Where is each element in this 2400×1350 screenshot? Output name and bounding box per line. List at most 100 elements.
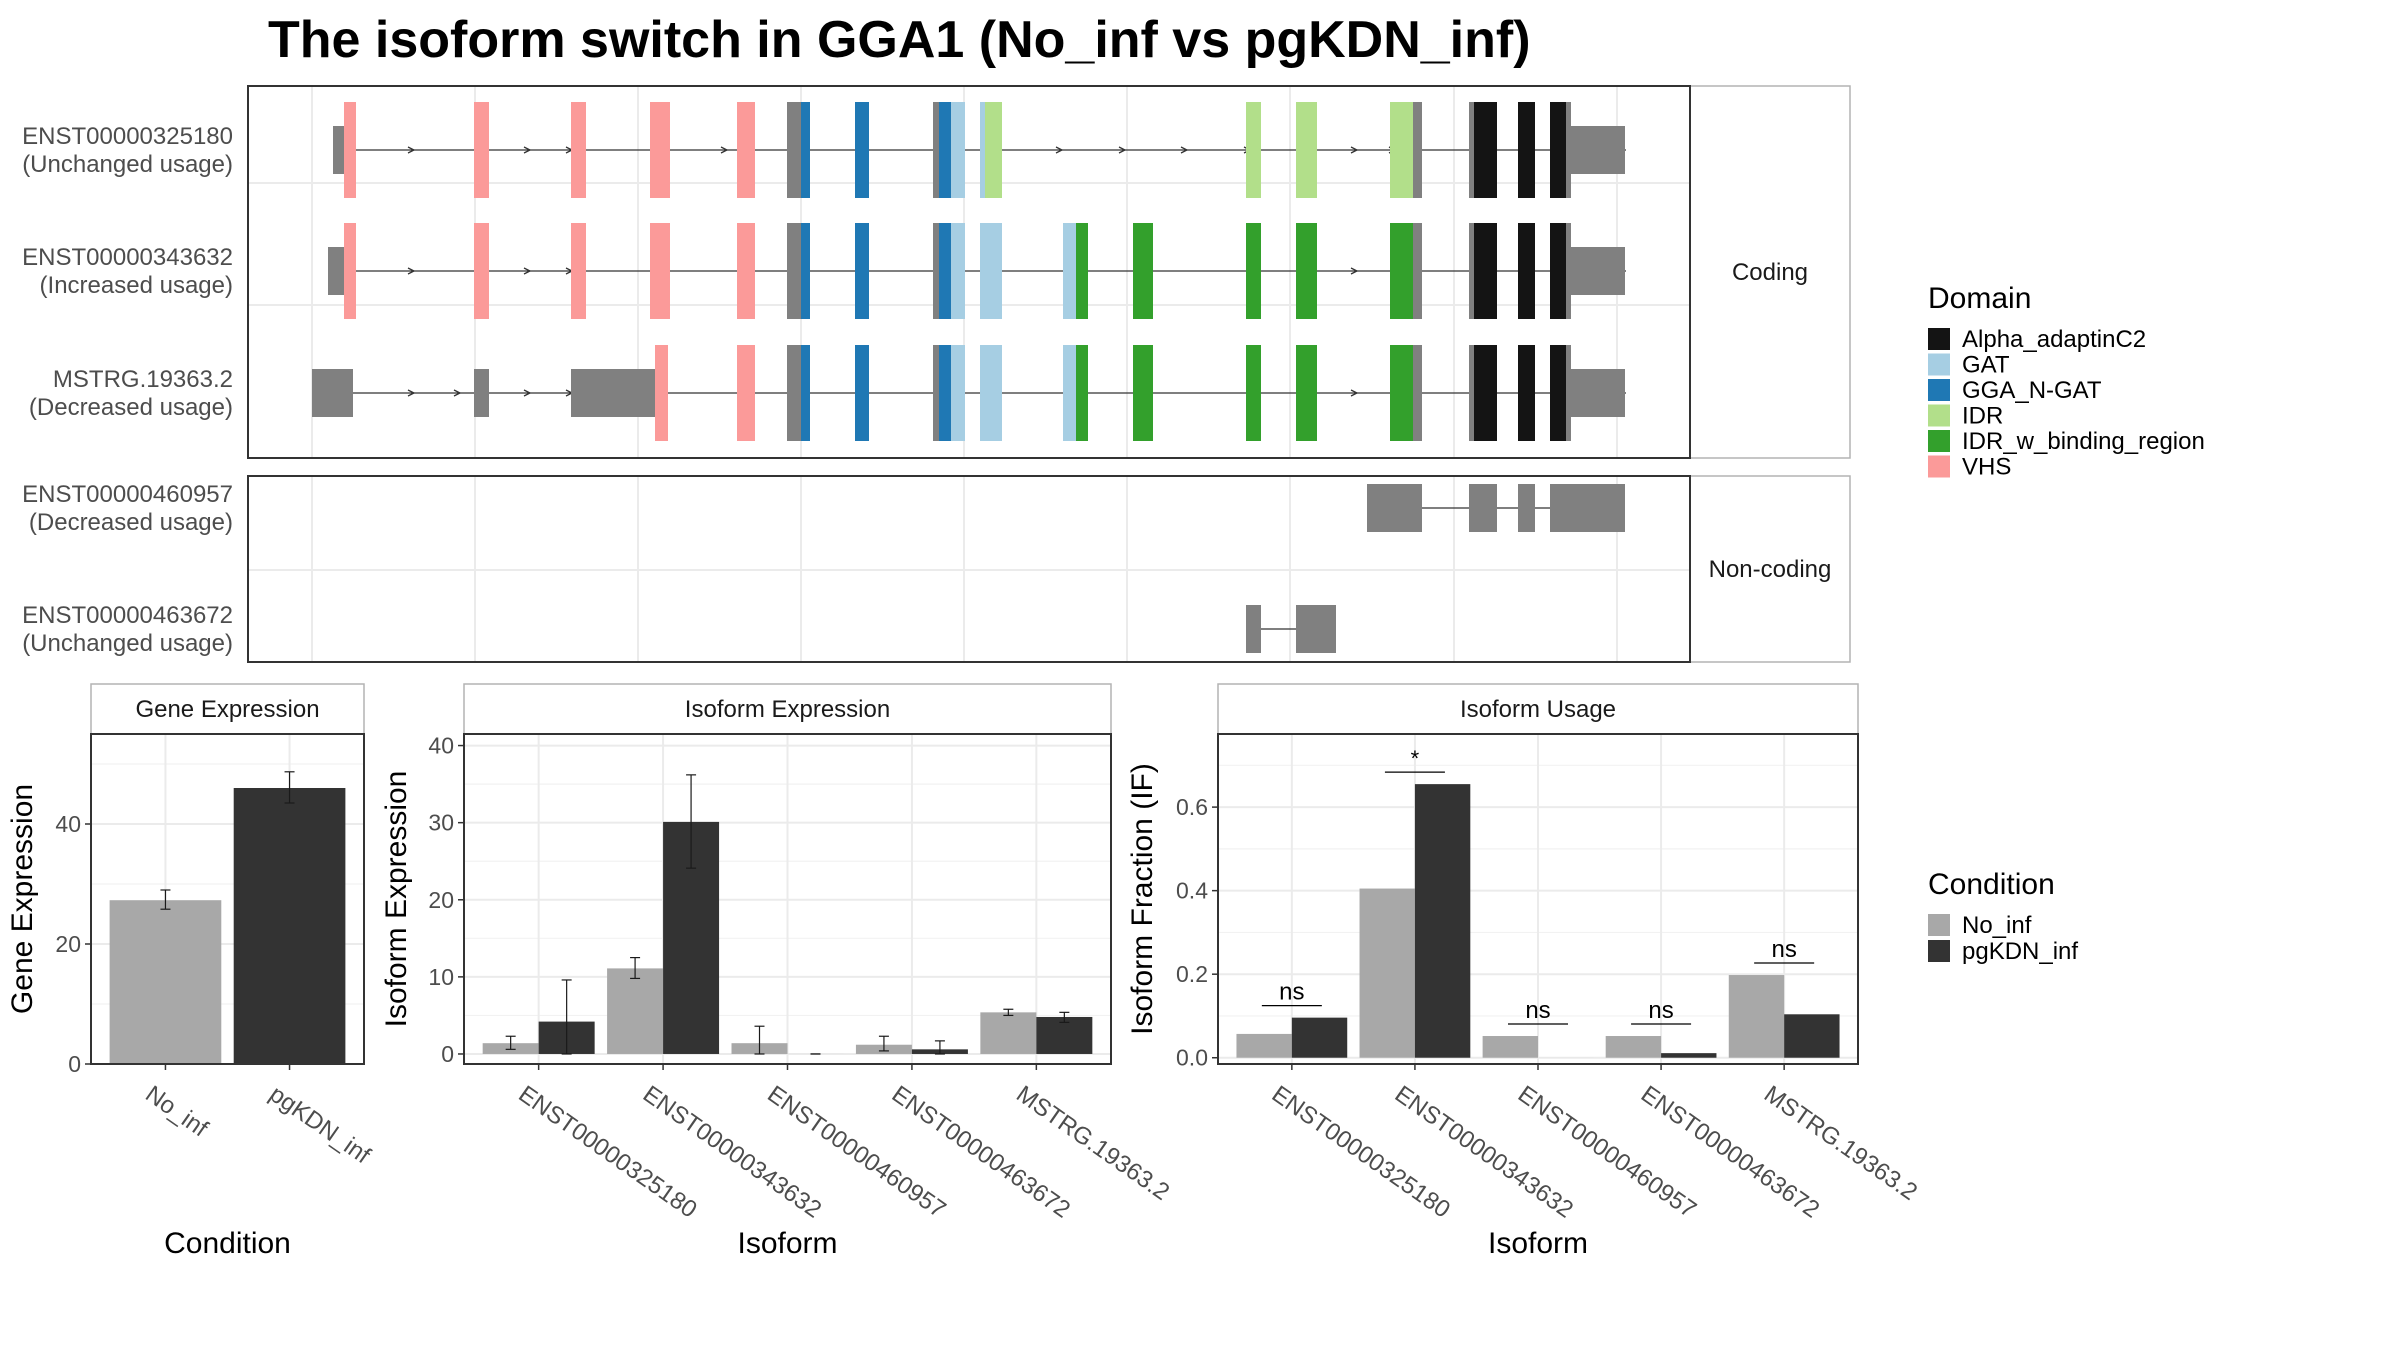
- vhs-domain-block: [571, 223, 586, 319]
- gat-domain-block: [1063, 345, 1076, 441]
- idr-w-binding-region-domain-block: [1076, 345, 1088, 441]
- condition-legend-label: No_inf: [1962, 912, 2032, 939]
- x-axis-title: Isoform: [737, 1227, 837, 1260]
- gga-n-gat-domain-block: [801, 345, 810, 441]
- exon-block: [1469, 223, 1474, 319]
- exon-block: [787, 345, 801, 441]
- utr-block: [333, 126, 344, 174]
- domain-legend-swatch: [1928, 455, 1950, 478]
- bar: [1291, 1017, 1348, 1058]
- significance-label: ns: [1525, 997, 1550, 1024]
- exon-block: [1413, 102, 1422, 198]
- significance-label: ns: [1279, 979, 1304, 1006]
- alpha-adaptinc2-domain-block: [1518, 102, 1535, 198]
- exon-block: [1469, 102, 1474, 198]
- utr-block: [328, 247, 344, 295]
- exon-block: [1566, 223, 1571, 319]
- bar: [1414, 784, 1471, 1058]
- transcript-usage-label: (Unchanged usage): [22, 151, 233, 178]
- y-axis-title: Isoform Expression: [380, 771, 413, 1028]
- bar: [1036, 1016, 1093, 1054]
- vhs-domain-block: [737, 102, 755, 198]
- domain-legend-label: VHS: [1962, 454, 2011, 481]
- utr-block: [1571, 126, 1625, 174]
- significance-label: ns: [1771, 936, 1796, 963]
- alpha-adaptinc2-domain-block: [1518, 345, 1535, 441]
- idr-w-binding-region-domain-block: [1246, 345, 1261, 441]
- transcript-usage-label: (Decreased usage): [29, 394, 233, 421]
- noncoding-exon-block: [1518, 484, 1535, 532]
- intron-arrow: [720, 146, 729, 154]
- exon-block: [933, 102, 939, 198]
- gga-n-gat-domain-block: [801, 102, 810, 198]
- exon-block: [1413, 345, 1422, 441]
- alpha-adaptinc2-domain-block: [1550, 223, 1566, 319]
- gene-expression-chart: Gene Expression 0 20 40 No_inf pgKDN_inf Condi…: [6, 683, 375, 1260]
- noncoding-exon-block: [1367, 484, 1422, 532]
- bar: [980, 1012, 1037, 1054]
- idr-w-binding-region-domain-block: [1076, 223, 1088, 319]
- alpha-adaptinc2-domain-block: [1518, 223, 1535, 319]
- gga-n-gat-domain-block: [939, 102, 951, 198]
- idr-w-binding-region-domain-block: [1133, 345, 1153, 441]
- gga-n-gat-domain-block: [855, 345, 869, 441]
- domain-legend-swatch: [1928, 328, 1950, 350]
- isoform-expression-chart: Isoform Expression010203040ENST000003251…: [380, 683, 1174, 1260]
- gat-domain-block: [1063, 223, 1076, 319]
- bar: [1605, 1036, 1662, 1058]
- utr-block: [571, 369, 655, 417]
- exon-block: [787, 223, 801, 319]
- intron-arrow: [523, 389, 532, 397]
- gga-n-gat-domain-block: [801, 223, 810, 319]
- bar: [1482, 1036, 1538, 1058]
- noncoding-exon-block: [1296, 605, 1336, 653]
- vhs-domain-block: [737, 345, 755, 441]
- utr-block: [312, 369, 353, 417]
- exon-block: [933, 345, 939, 441]
- y-tick-label: 10: [428, 964, 454, 990]
- x-axis-title: Isoform: [1488, 1227, 1588, 1260]
- significance-label: ns: [1648, 997, 1673, 1024]
- x-tick-label: No_inf: [140, 1081, 213, 1143]
- facet-strip-label: Non-coding: [1709, 556, 1832, 583]
- intron-arrow: [453, 389, 462, 397]
- chart-frame: [90, 733, 365, 1065]
- domain-legend-swatch: [1928, 379, 1950, 401]
- domain-legend-title: Domain: [1928, 282, 2031, 315]
- chart-strip: [90, 683, 365, 735]
- y-tick-label: 0.0: [1176, 1045, 1208, 1071]
- y-tick-label: 40: [428, 733, 454, 759]
- transcript-id-label: MSTRG.19363.2: [53, 366, 233, 393]
- chart-strip-title: Isoform Expression: [685, 696, 890, 723]
- gat-domain-block: [980, 102, 985, 198]
- y-tick-label: 0.6: [1176, 794, 1208, 820]
- utr-block: [474, 369, 489, 417]
- intron-arrow: [1118, 146, 1127, 154]
- gat-domain-block: [980, 345, 1002, 441]
- idr-domain-block: [985, 102, 1002, 198]
- alpha-adaptinc2-domain-block: [1474, 223, 1497, 319]
- exon-block: [1566, 345, 1571, 441]
- y-tick-label: 40: [55, 811, 81, 837]
- vhs-domain-block: [650, 223, 670, 319]
- transcript-id-label: ENST00000460957: [22, 481, 233, 508]
- domain-legend-label: IDR_w_binding_region: [1962, 428, 2205, 455]
- facet-strip: [1689, 475, 1851, 663]
- exon-block: [1566, 102, 1571, 198]
- gat-domain-block: [951, 223, 965, 319]
- domain-legend-swatch: [1928, 353, 1950, 376]
- exon-block: [1469, 345, 1474, 441]
- alpha-adaptinc2-domain-block: [1550, 102, 1566, 198]
- alpha-adaptinc2-domain-block: [1474, 345, 1497, 441]
- gat-domain-block: [951, 102, 965, 198]
- bar: [1661, 1053, 1717, 1058]
- transcript-id-label: ENST00000325180: [22, 123, 233, 150]
- significance-label: *: [1411, 746, 1420, 771]
- idr-w-binding-region-domain-block: [1296, 345, 1317, 441]
- intron-arrow: [407, 146, 416, 154]
- intron-arrow: [523, 146, 532, 154]
- bar: [1359, 888, 1415, 1058]
